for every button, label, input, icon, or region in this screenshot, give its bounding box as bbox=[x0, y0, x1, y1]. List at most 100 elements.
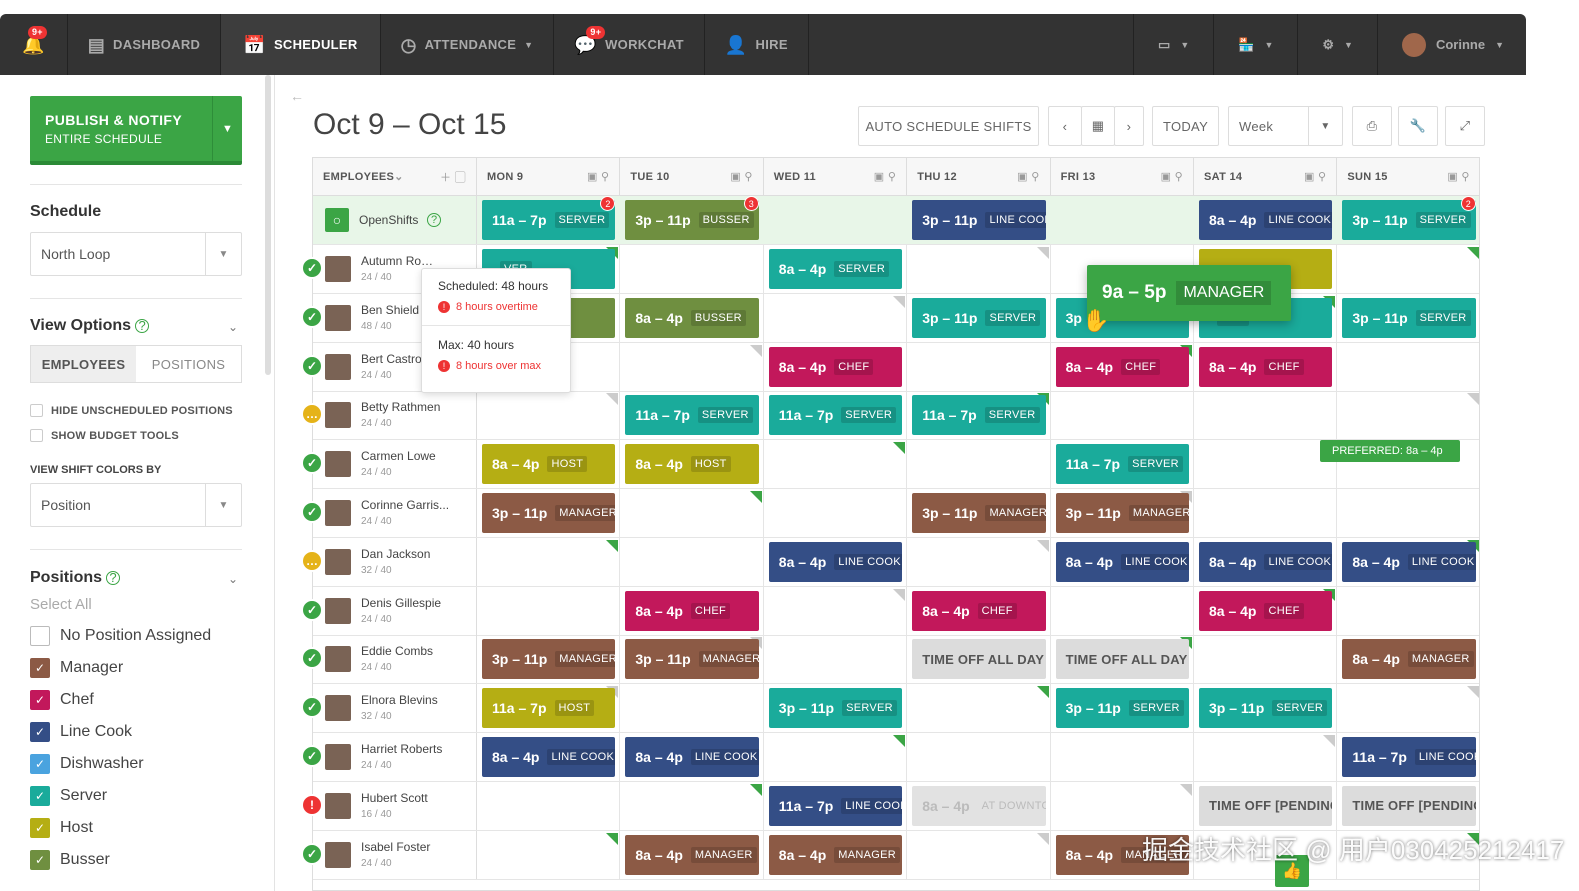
status-ok-icon[interactable]: ✓ bbox=[301, 452, 323, 475]
shift-block[interactable]: TIME OFF ALL DAY bbox=[1055, 639, 1189, 680]
day-cell[interactable] bbox=[907, 293, 1051, 342]
shift-block[interactable]: 3p – 11p MANAGER bbox=[482, 639, 616, 680]
status-alert-icon[interactable]: ! bbox=[301, 793, 323, 816]
position-filter-1[interactable]: ✓ Manager bbox=[30, 658, 123, 678]
shift-block[interactable]: 3p – 11p MANAGER bbox=[482, 493, 616, 533]
day-cell[interactable] bbox=[1051, 391, 1194, 440]
day-cell[interactable] bbox=[477, 684, 621, 733]
nav-workchat[interactable]: 💬 9+ WORKCHAT bbox=[554, 14, 705, 75]
day-cell[interactable] bbox=[764, 830, 908, 879]
day-cell[interactable] bbox=[477, 733, 621, 781]
day-cell[interactable] bbox=[1194, 440, 1338, 489]
status-ok-icon[interactable]: ✓ bbox=[301, 745, 323, 767]
day-cell[interactable] bbox=[1337, 684, 1479, 732]
day-cell[interactable] bbox=[477, 586, 621, 635]
chevron-down-icon[interactable]: ⌄ bbox=[394, 171, 404, 183]
shift-block[interactable]: 3p – 11p MANAGER bbox=[625, 639, 759, 680]
day-cell[interactable] bbox=[907, 245, 1051, 293]
employee-cell[interactable]: Elnora Blevins 32 / 40 bbox=[313, 684, 477, 733]
select-all-link[interactable]: Select All bbox=[30, 596, 92, 613]
show-budget-checkbox[interactable]: SHOW BUDGET TOOLS bbox=[30, 429, 179, 442]
day-cell[interactable] bbox=[764, 537, 908, 586]
day-cell[interactable] bbox=[907, 489, 1051, 537]
employee-cell[interactable]: Dan Jackson 32 / 40 bbox=[313, 537, 477, 586]
shift-block[interactable]: 8a – 4p MANAGER bbox=[625, 834, 759, 875]
shift-block[interactable]: TIME OFF ALL DAY bbox=[912, 639, 1046, 680]
color-by-select[interactable]: Position ▼ bbox=[30, 483, 242, 527]
clipboard-pin-icon[interactable]: ▣ ⚲ bbox=[1447, 171, 1470, 183]
day-cell[interactable] bbox=[620, 245, 764, 293]
shift-block[interactable]: 3p – 11p LINE COOK bbox=[912, 200, 1046, 240]
shift-block[interactable]: 8a – 4p CHEF bbox=[1055, 346, 1189, 387]
day-cell[interactable] bbox=[1337, 245, 1479, 293]
day-cell[interactable] bbox=[1194, 733, 1338, 781]
day-cell[interactable] bbox=[620, 781, 764, 830]
day-cell[interactable] bbox=[1051, 586, 1194, 635]
position-filter-7[interactable]: ✓ Busser bbox=[30, 850, 110, 870]
employee-cell[interactable]: Denis Gillespie 24 / 40 bbox=[313, 586, 477, 635]
calendar-picker-button[interactable]: ▦ bbox=[1081, 106, 1115, 146]
shift-block[interactable]: 3p – 11p SERVER bbox=[1199, 688, 1333, 729]
publish-notify-button[interactable]: PUBLISH & NOTIFY ENTIRE SCHEDULE ▼ bbox=[30, 96, 242, 165]
day-cell[interactable] bbox=[477, 342, 621, 391]
shift-block[interactable]: 8a – 4p HOST bbox=[482, 444, 616, 485]
clipboard-pin-icon[interactable]: ▣ ⚲ bbox=[586, 171, 610, 183]
shift-block[interactable]: 11a – 7p SERVER bbox=[625, 395, 759, 436]
status-ok-icon[interactable]: ✓ bbox=[301, 842, 323, 865]
clipboard-pin-icon[interactable]: ▣ ⚲ bbox=[730, 171, 753, 183]
day-cell[interactable] bbox=[764, 440, 908, 489]
day-cell[interactable] bbox=[1337, 489, 1479, 537]
day-cell[interactable] bbox=[1051, 781, 1194, 830]
day-cell[interactable] bbox=[620, 537, 764, 586]
view-options-title[interactable]: View Options? bbox=[30, 317, 150, 335]
shift-block[interactable]: 3p – 11p SERVER bbox=[1342, 200, 1476, 240]
chevron-up-icon[interactable]: ⌄ bbox=[228, 320, 239, 334]
day-cell[interactable] bbox=[764, 635, 908, 684]
shift-block[interactable]: 8a – 4p CHEF bbox=[625, 590, 759, 631]
auto-schedule-button[interactable]: AUTO SCHEDULE SHIFTS bbox=[858, 106, 1039, 146]
day-cell[interactable] bbox=[1051, 537, 1194, 586]
day-cell[interactable] bbox=[477, 635, 621, 684]
today-button[interactable]: TODAY bbox=[1152, 106, 1219, 146]
day-cell[interactable] bbox=[620, 440, 764, 489]
day-cell[interactable] bbox=[1051, 635, 1194, 684]
day-cell[interactable] bbox=[764, 293, 908, 342]
day-cell[interactable] bbox=[764, 733, 908, 781]
prev-week-button[interactable]: ‹ bbox=[1048, 106, 1082, 146]
shift-block[interactable]: 8a – 4p MANAGER bbox=[1342, 639, 1476, 680]
position-filter-2[interactable]: ✓ Chef bbox=[30, 690, 94, 710]
settings-menu[interactable]: ⚙ ▼ bbox=[1297, 14, 1377, 75]
shift-block[interactable]: 3p – 11p BUSSER bbox=[625, 200, 759, 240]
shift-block[interactable]: TIME OFF [PENDING] bbox=[1199, 785, 1333, 826]
day-cell[interactable] bbox=[1194, 684, 1338, 733]
day-cell[interactable] bbox=[907, 830, 1051, 879]
shift-block[interactable]: 8a – 4p CHEF bbox=[1199, 590, 1333, 631]
day-cell[interactable] bbox=[907, 733, 1051, 781]
shift-block[interactable]: 11a – 7p SERVER bbox=[912, 395, 1046, 436]
day-cell[interactable] bbox=[907, 537, 1051, 586]
shift-block[interactable]: 11a – 7p HOST bbox=[482, 688, 616, 729]
day-cell[interactable] bbox=[1194, 586, 1338, 635]
day-cell[interactable] bbox=[764, 245, 908, 293]
clipboard-pin-icon[interactable]: ▣ ⚲ bbox=[873, 171, 897, 183]
shift-block[interactable]: 11a – 7p SERVER bbox=[482, 200, 616, 240]
view-select[interactable]: Week ▼ bbox=[1228, 106, 1343, 146]
shift-block[interactable]: 8a – 4p CHEF bbox=[1199, 346, 1333, 387]
employee-cell[interactable]: Betty Rathmen 24 / 40 bbox=[313, 391, 477, 440]
status-pending-icon[interactable]: … bbox=[301, 403, 323, 426]
day-cell[interactable] bbox=[477, 391, 621, 440]
position-filter-4[interactable]: ✓ Dishwasher bbox=[30, 754, 144, 774]
store-menu[interactable]: 🏪 ▼ bbox=[1213, 14, 1297, 75]
day-cell[interactable] bbox=[907, 586, 1051, 635]
shift-block[interactable]: TIME OFF [PENDING] bbox=[1342, 785, 1476, 826]
shift-block[interactable]: 8a – 4p MANAGER bbox=[768, 834, 903, 875]
employee-cell[interactable]: Hubert Scott 16 / 40 bbox=[313, 781, 477, 830]
day-cell[interactable] bbox=[477, 440, 621, 489]
shift-block[interactable]: 8a – 4p LINE COOK bbox=[1342, 541, 1476, 582]
day-cell[interactable] bbox=[620, 684, 764, 733]
day-cell[interactable] bbox=[907, 440, 1051, 489]
position-filter-3[interactable]: ✓ Line Cook bbox=[30, 722, 132, 742]
position-filter-0[interactable]: No Position Assigned bbox=[30, 626, 211, 646]
day-cell[interactable] bbox=[1337, 587, 1479, 635]
status-pending-icon[interactable]: … bbox=[301, 549, 323, 572]
